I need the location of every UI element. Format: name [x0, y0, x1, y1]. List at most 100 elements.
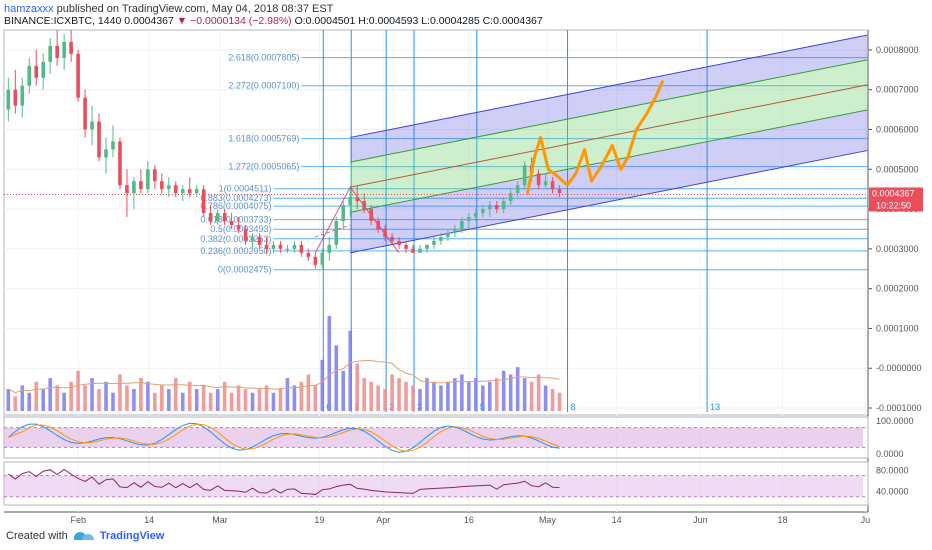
volume-bar: [467, 381, 471, 411]
candle-body: [118, 141, 122, 186]
tradingview-logo-icon: [73, 531, 94, 541]
candle-body: [522, 165, 527, 186]
candle-body: [341, 205, 346, 221]
volume-bar: [299, 381, 304, 411]
countdown-tag: [869, 199, 923, 212]
countdown-tag-label: 10:22:50: [876, 200, 911, 210]
volume-bar: [285, 378, 290, 411]
time-tick-label: Jun: [693, 515, 708, 525]
time-tick-label: 14: [144, 515, 154, 525]
candle-body: [418, 248, 422, 253]
publisher-line: hamzaxxx published on TradingView.com, M…: [4, 3, 333, 15]
rsi-line: [8, 468, 560, 496]
footer: Created with TradingView: [6, 530, 164, 542]
fib-level-label: 2.272(0.0007100): [228, 81, 299, 91]
volume-bar: [236, 385, 241, 411]
stoch-k-line: [7, 422, 560, 453]
candle-body: [446, 232, 450, 237]
volume-bar: [480, 385, 485, 411]
volume-bar: [125, 385, 129, 411]
created-with-text: Created with: [6, 530, 68, 542]
volume-bar: [418, 389, 422, 411]
volume-bar: [550, 389, 555, 411]
candle-body: [264, 244, 269, 249]
ohlc-text: O:0.0004501 H:0.0004593 L:0.0004285 C:0.…: [294, 15, 543, 27]
volume-bar: [229, 392, 234, 411]
candle-body: [299, 244, 304, 253]
channel-inner-line: [350, 109, 868, 213]
price-tick-label: 0.0008000: [876, 45, 919, 55]
volume-bar: [167, 389, 171, 411]
volume-bar: [529, 381, 534, 411]
candle-body: [160, 181, 164, 190]
volume-bar: [69, 381, 73, 411]
volume-bar: [20, 385, 25, 411]
candle-body: [439, 236, 443, 241]
candle-body: [250, 236, 255, 241]
stoch-tick-label: 100.0000: [876, 416, 914, 426]
volume-bar: [355, 363, 360, 411]
time-tick-label: 14: [612, 515, 622, 525]
pitchfork-handle: [314, 186, 400, 254]
candle-body: [411, 248, 415, 253]
candle-body: [285, 248, 290, 250]
volume-bar: [153, 392, 157, 411]
candle-body: [229, 221, 234, 225]
candle-body: [327, 244, 332, 253]
volume-bar: [313, 385, 318, 411]
volume-bar: [404, 381, 408, 411]
candle-body: [69, 41, 73, 54]
tradingview-brand[interactable]: TradingView: [99, 530, 165, 542]
candle-body: [139, 181, 143, 190]
fib-level-label: 1.272(0.0005065): [228, 162, 299, 172]
volume-bar: [76, 370, 80, 411]
candle-body: [6, 89, 11, 110]
volume-bar: [474, 378, 478, 411]
channel-edge-line: [350, 34, 868, 138]
volume-bar: [250, 392, 255, 411]
fib-level-label: 0.618(0.0003733): [200, 215, 271, 225]
candle-body: [383, 228, 387, 237]
candle-body: [153, 169, 157, 182]
volume-bar: [453, 378, 457, 411]
volume-bar: [257, 389, 262, 411]
forecast-path: [526, 80, 664, 195]
candle-body: [480, 209, 485, 214]
candle-body: [55, 45, 59, 58]
rsi-band: [4, 475, 863, 497]
volume-bar: [48, 378, 52, 411]
volume-bar: [13, 396, 18, 411]
price-chart[interactable]: 0.0008000 0.0007000 0.0006000 0.0005000 0.00…: [0, 0, 932, 530]
volume-bar: [187, 381, 192, 411]
volume-bar: [390, 374, 394, 411]
candle-body: [111, 141, 115, 150]
volume-bar: [55, 385, 59, 411]
fib-level-label: 0.883(0.0004273): [200, 193, 271, 203]
volume-bar: [173, 378, 178, 411]
candle-body: [376, 221, 380, 229]
volume-bar: [6, 389, 11, 411]
volume-bar: [111, 392, 115, 411]
fib-level-label: 2.618(0.0007805): [228, 53, 299, 63]
candle-body: [97, 121, 101, 158]
candle-body: [404, 244, 408, 249]
candle-body: [313, 256, 318, 265]
candle-body: [215, 213, 220, 221]
candle-body: [557, 189, 562, 194]
candle-body: [146, 169, 150, 190]
volume-bar: [132, 389, 136, 411]
volume-bar: [278, 389, 283, 411]
fib-level-label: 0(0.0002475): [218, 265, 272, 275]
volume-bar: [383, 389, 387, 411]
candle-body: [243, 228, 248, 241]
time-tick-label: 18: [777, 515, 787, 525]
fib-level-label: 1.618(0.0005769): [228, 134, 299, 144]
volume-bar: [446, 381, 450, 411]
change-text: ▼ −0.0000134 (−2.98%): [176, 15, 292, 27]
candle-body: [369, 209, 373, 221]
volume-bar: [41, 389, 46, 411]
candle-body: [13, 89, 18, 106]
fib-level-label: 0.236(0.0002950): [200, 246, 271, 256]
candle-body: [125, 185, 129, 194]
author-link[interactable]: hamzaxxx: [4, 3, 54, 15]
